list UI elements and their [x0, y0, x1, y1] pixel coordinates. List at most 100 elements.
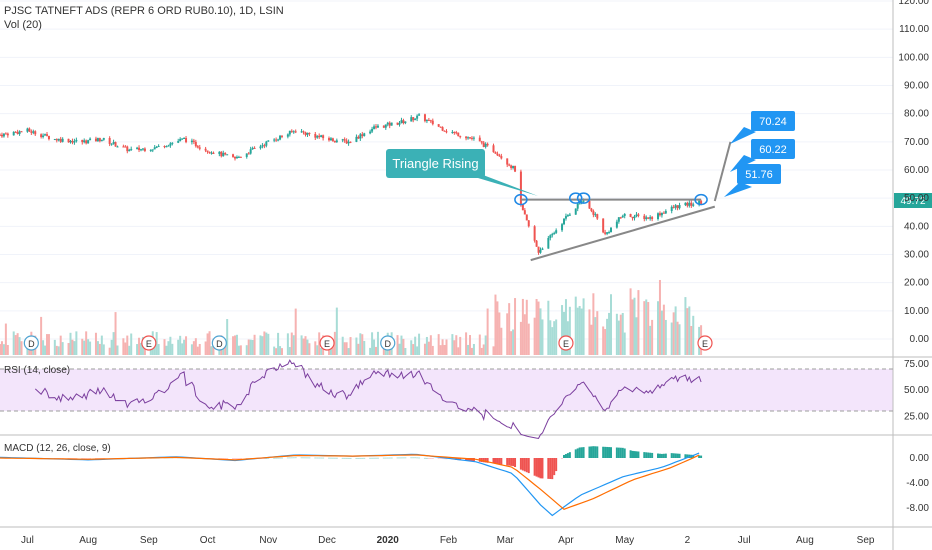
macd-hist-bar: [514, 458, 517, 467]
macd-hist-bar: [574, 449, 577, 458]
macd-hist-bar: [649, 452, 652, 458]
time-axis[interactable]: Jul Aug Sep Oct Nov Dec 2020 Feb Mar Apr May 2 Jul Au…: [21, 535, 875, 546]
macd-hist-bar: [566, 453, 569, 458]
macd-hist-bar: [492, 458, 495, 464]
candle: [547, 235, 550, 249]
volume-bar: [165, 345, 168, 355]
svg-text:60.22: 60.22: [759, 144, 787, 156]
macd-hist-bar: [390, 457, 393, 459]
candle: [279, 134, 282, 141]
candle: [610, 227, 612, 233]
time-tick-label: Oct: [200, 535, 216, 546]
volume-bar: [2, 344, 5, 355]
volume-bar: [347, 348, 350, 355]
candle: [453, 131, 456, 135]
macd-label: MACD (12, 26, close, 9): [4, 443, 111, 454]
target-label-1[interactable]: 70.24: [730, 111, 795, 144]
touch-marker[interactable]: [576, 192, 591, 204]
volume-bar: [637, 290, 640, 355]
volume-bar: [384, 347, 387, 355]
svg-text:70.24: 70.24: [759, 116, 787, 128]
volume-bar: [404, 348, 407, 355]
macd-hist-bar: [664, 453, 667, 458]
macd-hist-bar: [239, 458, 242, 459]
macd-hist-bar: [320, 457, 323, 459]
candle: [386, 121, 389, 127]
drawings[interactable]: [514, 141, 732, 262]
candlesticks: [0, 113, 703, 255]
candle: [359, 133, 362, 141]
target-label-3[interactable]: 51.76: [724, 164, 781, 197]
candle: [376, 124, 379, 129]
volume-bar: [239, 345, 242, 355]
macd-hist-bar: [375, 457, 377, 459]
earnings-marker: E: [697, 335, 713, 351]
candle: [16, 129, 19, 135]
macd-hist-bar: [396, 457, 399, 459]
touch-marker[interactable]: [569, 192, 583, 204]
macd-hist-bar: [404, 457, 407, 459]
macd-hist-bar: [568, 452, 571, 458]
macd-hist-bar: [292, 457, 295, 459]
annotation-box[interactable]: [386, 149, 485, 178]
volume-bar: [486, 308, 489, 355]
macd-hist-bar: [235, 458, 238, 459]
candle: [251, 146, 254, 150]
candle: [253, 146, 256, 149]
touch-marker[interactable]: [694, 193, 708, 206]
target-label-2[interactable]: 60.22: [730, 139, 795, 172]
volume-bar: [267, 333, 270, 355]
macd-hist-bar: [580, 447, 583, 458]
time-tick-label: Dec: [318, 535, 336, 546]
macd-hist-bar: [306, 457, 309, 459]
macd-hist-bar: [533, 458, 536, 476]
volume-bar: [222, 345, 225, 355]
rsi-axis[interactable]: 75.00 50.00 25.00: [904, 359, 929, 423]
macd-hist-bar: [535, 458, 538, 477]
macd-hist-bar: [465, 458, 468, 461]
volume-bar: [318, 332, 321, 355]
candle: [645, 215, 648, 221]
macd-axis[interactable]: 0.00 -4.00 -8.00: [906, 453, 929, 514]
candle: [402, 118, 405, 125]
volume-bar: [286, 333, 289, 355]
volume-bar: [670, 322, 673, 355]
volume-bar: [564, 299, 567, 355]
candle: [102, 137, 105, 141]
volume-bar: [453, 340, 456, 355]
volume-bar: [98, 343, 101, 355]
candle: [151, 149, 154, 153]
macd-hist-bar: [521, 458, 524, 471]
candle: [194, 139, 197, 148]
candle: [510, 164, 513, 170]
candle: [429, 119, 432, 124]
candle: [190, 138, 193, 145]
price-axis[interactable]: 120.00 110.00 100.00 90.00 80.00 70.00 60.00 50…: [898, 0, 929, 345]
candle: [14, 131, 17, 133]
volume-bar: [512, 329, 515, 355]
volume-bar: [553, 321, 556, 355]
candle: [259, 144, 262, 150]
macd-hist-bar: [265, 457, 268, 459]
volume-bar: [171, 343, 174, 355]
candle: [617, 217, 620, 224]
candle: [658, 211, 661, 217]
candle: [635, 212, 638, 218]
support-line[interactable]: [530, 205, 716, 262]
volume-bar: [561, 305, 564, 355]
volume-bar: [124, 342, 127, 355]
macd-hist-bar: [541, 458, 544, 479]
projection-line[interactable]: [713, 141, 732, 202]
volume-bar: [539, 308, 542, 355]
touch-marker[interactable]: [514, 193, 528, 206]
macd-hist-bar: [87, 458, 90, 459]
candle: [427, 117, 430, 121]
candle: [535, 239, 538, 247]
volume-bar: [143, 348, 146, 355]
candle: [128, 148, 131, 152]
volume-bar: [371, 332, 374, 355]
candle: [28, 127, 31, 133]
macd-hist-bar: [676, 453, 679, 458]
candle: [130, 146, 133, 151]
